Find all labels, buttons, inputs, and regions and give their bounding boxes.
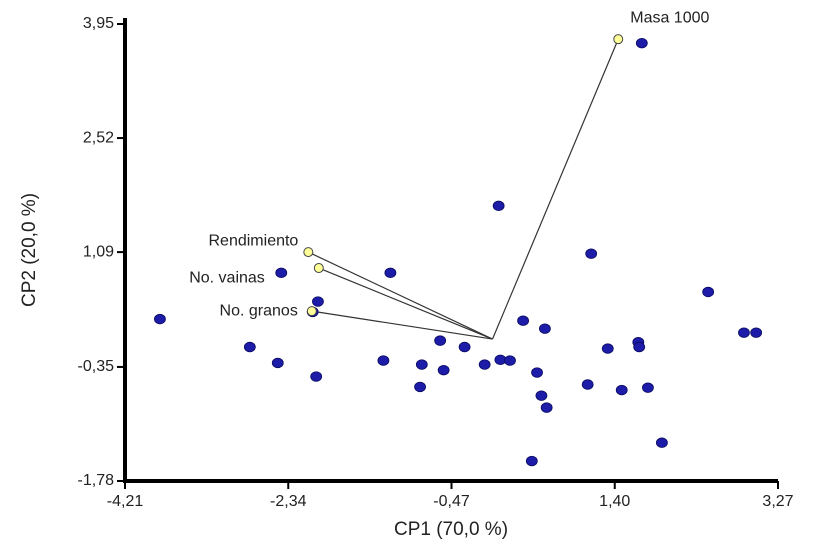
score-point xyxy=(750,327,763,338)
score-point xyxy=(275,267,288,279)
score-point xyxy=(702,286,715,298)
score-point xyxy=(633,341,646,353)
score-point xyxy=(642,382,654,393)
y-tick-label: 3,95 xyxy=(83,15,114,32)
vector-label: Masa 1000 xyxy=(630,9,709,26)
score-point xyxy=(271,357,284,369)
vector-label: No. vainas xyxy=(189,269,265,286)
score-point xyxy=(437,364,450,376)
score-point xyxy=(434,335,447,346)
vector-end xyxy=(313,263,324,274)
y-axis-title: CP2 (20,0 %) xyxy=(19,193,40,307)
score-point xyxy=(154,313,166,325)
y-tick-label: 1,09 xyxy=(83,243,114,260)
vector-end xyxy=(303,247,314,258)
vector-label: Rendimiento xyxy=(209,232,299,249)
score-point xyxy=(312,296,324,307)
score-point xyxy=(310,371,323,382)
score-point xyxy=(655,437,668,448)
score-point xyxy=(458,341,471,353)
score-point xyxy=(517,315,529,326)
loading-vector xyxy=(318,267,493,340)
score-point xyxy=(478,359,491,370)
score-point xyxy=(415,359,428,370)
x-axis-title: CP1 (70,0 %) xyxy=(394,519,508,540)
score-point xyxy=(531,367,543,378)
x-tick-label: -2,34 xyxy=(270,493,307,510)
y-tick-label: -0,35 xyxy=(78,358,115,375)
score-point xyxy=(504,355,516,366)
score-point xyxy=(615,384,628,396)
x-tick-label: 3,27 xyxy=(762,493,793,510)
score-point xyxy=(525,455,538,467)
y-tick-label: 2,52 xyxy=(83,129,114,146)
loading-vector xyxy=(491,38,619,340)
score-point xyxy=(585,248,598,259)
score-point xyxy=(738,327,750,338)
vector-end xyxy=(613,34,624,45)
score-point xyxy=(377,355,390,366)
x-tick-label: 1,40 xyxy=(599,493,630,510)
x-tick-label: -4,21 xyxy=(107,493,144,510)
vector-end xyxy=(306,306,317,317)
score-point xyxy=(635,37,648,49)
loading-vector xyxy=(311,310,493,340)
score-point xyxy=(243,341,256,353)
x-tick-label: -0,47 xyxy=(433,493,470,510)
y-tick-label: -1,78 xyxy=(78,472,115,489)
score-point xyxy=(601,343,614,354)
vector-label: No. granos xyxy=(220,302,298,319)
score-point xyxy=(384,267,397,279)
score-point xyxy=(492,200,505,212)
loading-vector xyxy=(308,251,493,340)
score-point xyxy=(540,402,553,413)
score-point xyxy=(581,379,594,390)
score-point xyxy=(414,381,426,393)
score-point xyxy=(535,390,548,401)
score-point xyxy=(539,323,551,334)
